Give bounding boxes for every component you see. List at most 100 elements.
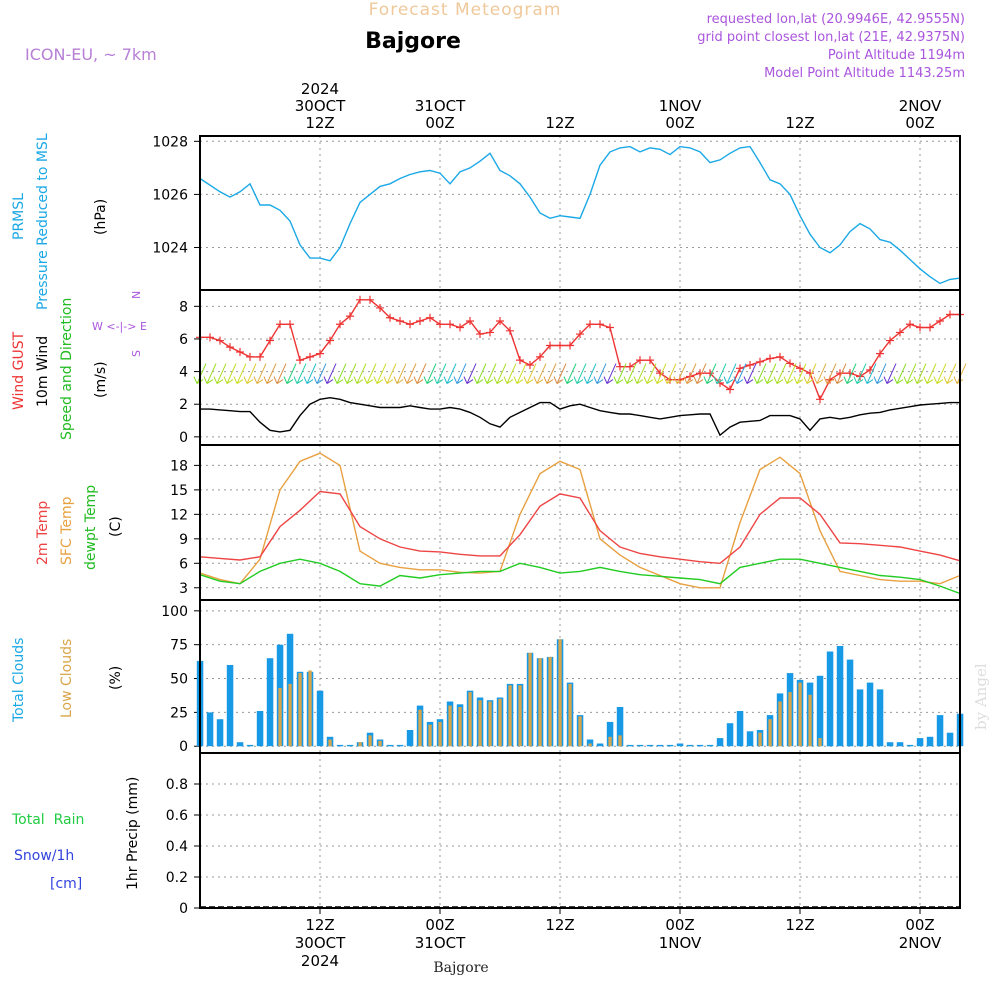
gust-marker	[446, 320, 454, 329]
wind-direction-arrow	[593, 363, 607, 384]
total-cloud-bar	[746, 731, 754, 747]
total-cloud-bar	[226, 665, 234, 747]
temp-labels: 2m Temp SFC Temp dewpt Temp (C)	[35, 485, 124, 570]
temperature-ytick-label: 9	[179, 532, 188, 548]
total-cloud-bar	[616, 707, 624, 747]
wind-direction-arrow	[683, 363, 697, 384]
wind-direction-arrow	[813, 363, 827, 384]
total-cloud-bar	[856, 689, 864, 747]
total-cloud-bar	[686, 744, 694, 747]
wind-direction-arrow	[713, 363, 727, 384]
gust-marker	[436, 320, 444, 329]
bottom-axis-label: 2024	[301, 952, 339, 970]
low-cloud-bar	[468, 692, 472, 747]
gust-marker	[306, 352, 314, 361]
total-cloud-bar	[396, 744, 404, 747]
low-cloud-bar	[798, 682, 802, 747]
bottom-axis-label: 1NOV	[659, 934, 702, 952]
total-cloud-bar	[216, 719, 224, 747]
total-cloud-bar	[346, 744, 354, 747]
wind-direction-arrow	[723, 363, 737, 384]
total-cloud-bar	[666, 744, 674, 747]
wind-labels: Wind GUST 10m Wind Speed and Direction (…	[11, 291, 147, 440]
meteogram-title: Forecast Meteogram	[369, 0, 562, 20]
low-cloud-bar	[778, 701, 782, 747]
gust-marker	[386, 313, 394, 322]
low-cloud-bar	[588, 743, 592, 747]
total-cloud-bar	[816, 675, 824, 747]
total-cloud-bar	[246, 744, 254, 747]
dewpt-label: dewpt Temp	[83, 485, 99, 570]
gust-marker	[536, 352, 544, 361]
wind-direction-arrow	[663, 363, 677, 384]
pressure-ytick-label: 1024	[152, 241, 188, 257]
low-cloud-bar	[328, 739, 332, 747]
gust-marker	[506, 326, 514, 335]
low-cloud-bar	[618, 735, 622, 747]
gust-marker	[796, 364, 804, 373]
gust-marker	[266, 336, 274, 345]
gust-marker	[766, 354, 774, 363]
temperature-panel: 3 6 9 12 15 18	[170, 444, 961, 601]
wind-panel: 0 2 4 6 8	[179, 289, 967, 446]
total-cloud-bar	[656, 744, 664, 747]
gust-marker	[736, 364, 744, 373]
gust-marker	[426, 313, 434, 322]
total-cloud-bar	[836, 646, 844, 747]
gust-marker	[356, 295, 364, 304]
gust-marker	[746, 361, 754, 370]
low-cloud-bar	[288, 683, 292, 747]
bottom-axis-label: 2NOV	[899, 934, 942, 952]
wind-direction-arrow	[903, 363, 917, 384]
gust-marker	[626, 362, 634, 371]
wind-unit: (m/s)	[93, 361, 109, 398]
wind-direction-arrow	[513, 363, 527, 384]
precipitation-ytick-label: 0.4	[166, 839, 188, 855]
low-cloud-bar	[458, 707, 462, 747]
bottom-axis-label: 00Z	[665, 916, 694, 934]
bottom-axis-label: 31OCT	[415, 934, 466, 952]
gust-marker	[216, 336, 224, 345]
gust-marker	[226, 343, 234, 352]
wind-direction-arrow	[303, 363, 317, 384]
wind-direction-arrow	[753, 363, 767, 384]
wind-ytick-label: 2	[179, 397, 188, 413]
wind-direction-arrow	[623, 363, 637, 384]
gust-label: Wind GUST	[11, 331, 27, 410]
temperature-frame	[199, 444, 961, 601]
wind-ytick-label: 0	[179, 430, 188, 446]
cloud-labels: Total Clouds Low Clouds (%)	[11, 638, 124, 723]
total-cloud-bar	[696, 744, 704, 747]
total-clouds-label: Total Clouds	[11, 638, 27, 723]
wind-direction-arrow	[333, 363, 347, 384]
gust-marker	[366, 295, 374, 304]
gust-marker	[606, 323, 614, 332]
total-cloud-bar	[866, 682, 874, 747]
wind-direction-arrow	[253, 363, 267, 384]
gust-marker	[926, 323, 934, 332]
t2m-line	[199, 490, 961, 565]
precip-panel: 0 0.2 0.4 0.6 0.8	[166, 752, 961, 917]
low-cloud-bar	[558, 639, 562, 747]
gust-marker	[756, 357, 764, 366]
top-axis-label: 00Z	[425, 114, 454, 132]
gust-marker	[286, 320, 294, 329]
model-altitude: Model Point Altitude 1143.25m	[764, 66, 965, 81]
low-cloud-bar	[608, 736, 612, 747]
top-axis-label: 2024	[301, 80, 339, 98]
wind-direction-arrow	[563, 363, 577, 384]
pressure-line	[199, 145, 961, 285]
sfc-temp-label: SFC Temp	[59, 496, 75, 565]
wind-direction-arrow	[883, 363, 897, 384]
wind-direction-arrow	[863, 363, 877, 384]
total-cloud-bar	[936, 715, 944, 747]
low-clouds-label: Low Clouds	[59, 639, 75, 718]
wind-direction-arrow	[523, 363, 537, 384]
wind-direction-arrow	[343, 363, 357, 384]
gust-marker	[396, 317, 404, 325]
total-cloud-bar	[636, 744, 644, 747]
clouds-ytick-label: 50	[170, 672, 188, 688]
total-cloud-bar	[886, 742, 894, 747]
wind-direction-arrow	[613, 363, 627, 384]
